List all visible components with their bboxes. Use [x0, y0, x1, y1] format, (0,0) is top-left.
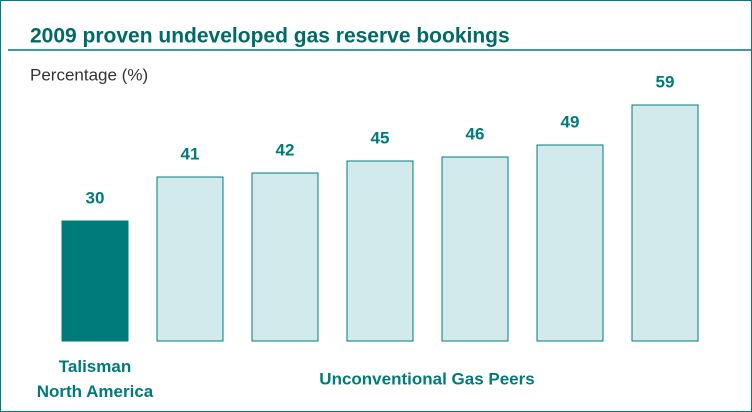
bar	[61, 220, 129, 342]
y-axis-label: Percentage (%)	[30, 65, 148, 84]
value-label: 59	[656, 72, 675, 91]
x-tick-label: Talisman North America	[36, 357, 154, 401]
value-label: 49	[561, 112, 580, 131]
value-label: 42	[276, 140, 295, 159]
bar	[251, 172, 319, 342]
bar	[346, 160, 414, 342]
value-label: 30	[86, 188, 105, 207]
bar	[631, 104, 699, 342]
value-label: 45	[371, 128, 390, 147]
bar	[156, 176, 224, 342]
group-label: Unconventional Gas Peers	[319, 369, 534, 388]
bar	[441, 156, 509, 342]
chart-title: 2009 proven undeveloped gas reserve book…	[30, 25, 510, 48]
bar	[536, 144, 604, 342]
value-label: 46	[466, 124, 485, 143]
value-label: 41	[181, 144, 200, 163]
